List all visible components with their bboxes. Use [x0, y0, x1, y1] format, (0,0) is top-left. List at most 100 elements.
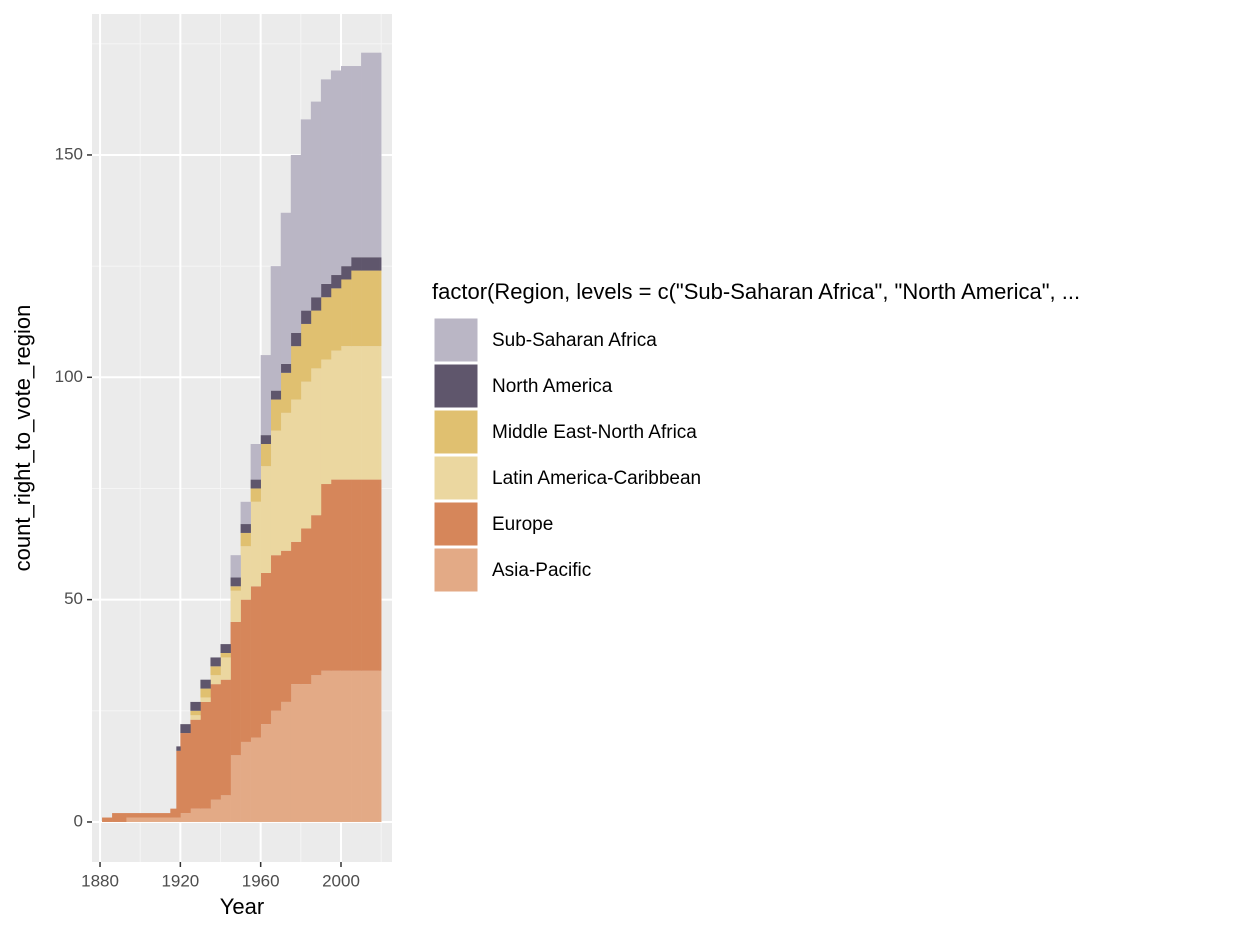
y-tick-label: 50: [64, 589, 83, 608]
legend-label: Sub-Saharan Africa: [492, 330, 657, 351]
area-step: [230, 577, 241, 587]
area-step: [270, 430, 282, 556]
area-step: [340, 266, 352, 280]
area-step: [230, 590, 241, 622]
area-step: [300, 381, 312, 529]
area-step: [210, 684, 221, 800]
area-step: [240, 599, 251, 742]
area-step: [351, 257, 362, 271]
area-step: [361, 479, 380, 671]
area-step: [320, 670, 332, 822]
area-step: [379, 670, 382, 822]
area-step: [170, 817, 177, 822]
area-step: [290, 684, 302, 822]
area-step: [330, 670, 342, 822]
area-step: [351, 270, 362, 347]
area-step: [210, 799, 221, 822]
area-step: [351, 346, 362, 480]
area-step: [240, 524, 251, 533]
areas: [102, 52, 382, 822]
area-step: [351, 479, 362, 671]
area-step: [290, 346, 302, 400]
area-step: [240, 741, 251, 822]
legend: Sub-Saharan Africa North America Middle Ea…: [433, 317, 701, 593]
area-step: [260, 466, 272, 573]
area-step: [250, 479, 261, 489]
area-step: [300, 310, 312, 324]
area-step: [112, 813, 127, 822]
area-step: [379, 52, 382, 258]
area-step: [300, 119, 312, 311]
area-step: [190, 808, 201, 822]
area-step: [280, 701, 292, 822]
area-step: [260, 444, 272, 467]
area-step: [300, 684, 312, 822]
area-step: [250, 444, 261, 480]
x-tick-label: 1920: [161, 871, 199, 890]
area-step: [230, 586, 241, 591]
area-step: [330, 350, 342, 480]
area-step: [210, 657, 221, 667]
area-step: [220, 657, 231, 680]
area-step: [330, 70, 342, 276]
legend-key: [433, 317, 479, 363]
area-step: [310, 368, 322, 516]
area-step: [102, 817, 113, 822]
legend-key: [433, 455, 479, 501]
area-step: [240, 546, 251, 600]
area-step: [320, 297, 332, 360]
area-step: [310, 297, 322, 311]
area-step: [340, 670, 352, 822]
area-step: [260, 435, 272, 445]
area-step: [300, 528, 312, 685]
area-step: [340, 66, 352, 267]
area-step: [126, 817, 151, 822]
area-step: [210, 666, 221, 676]
legend-title: factor(Region, levels = c("Sub-Saharan A…: [432, 279, 1080, 304]
area-step: [200, 808, 211, 822]
area-step: [220, 644, 231, 654]
area-step: [230, 755, 241, 822]
legend-key: [433, 409, 479, 455]
legend-label: Middle East-North Africa: [492, 422, 697, 443]
area-step: [176, 817, 181, 822]
area-step: [379, 479, 382, 671]
area-step: [351, 66, 362, 258]
x-tick-label: 1960: [242, 871, 280, 890]
area-step: [176, 750, 181, 818]
area-step: [200, 679, 211, 689]
area-step: [190, 715, 201, 720]
area-step: [290, 154, 302, 333]
legend-key: [433, 363, 479, 409]
area-step: [340, 346, 352, 480]
area-step: [260, 355, 272, 436]
area-step: [280, 212, 292, 364]
legend-label: Europe: [492, 514, 553, 535]
area-step: [220, 795, 231, 822]
area-step: [280, 550, 292, 702]
legend-key: [433, 547, 479, 593]
area-step: [320, 359, 332, 485]
area-step: [330, 479, 342, 671]
area-step: [210, 675, 221, 685]
legend-label: North America: [492, 376, 613, 397]
area-step: [180, 724, 191, 734]
y-tick-label: 100: [55, 367, 83, 386]
area-step: [230, 555, 241, 578]
area-step: [330, 288, 342, 351]
legend-label: Latin America-Caribbean: [492, 468, 701, 489]
area-step: [126, 813, 151, 818]
area-step: [220, 679, 231, 796]
x-tick-label: 2000: [322, 871, 360, 890]
area-step: [260, 724, 272, 822]
area-step: [280, 363, 292, 373]
area-step: [250, 488, 261, 502]
area-step: [340, 479, 352, 671]
area-step: [270, 399, 282, 431]
area-step: [150, 813, 171, 818]
area-step: [280, 372, 292, 413]
area-step: [150, 817, 171, 822]
area-step: [250, 737, 261, 822]
y-tick-label: 0: [74, 811, 83, 830]
area-step: [250, 586, 261, 738]
